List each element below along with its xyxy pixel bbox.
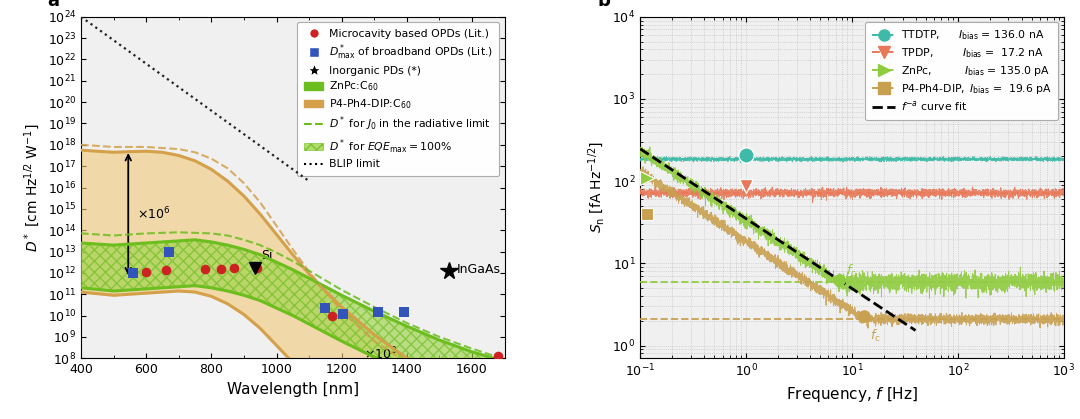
Point	[369, 309, 387, 316]
Point	[323, 312, 340, 319]
Legend: TTDTP,     $\,I_\mathrm{bias}$ = 136.0 nA, TPDP,        $\,I_\mathrm{bias}$ =  1: TTDTP, $\,I_\mathrm{bias}$ = 136.0 nA, T…	[865, 22, 1058, 120]
Text: $\times 10^3$: $\times 10^3$	[364, 346, 397, 362]
Text: $f_\mathrm{c}$: $f_\mathrm{c}$	[847, 263, 858, 279]
Text: b: b	[598, 0, 610, 10]
Point	[197, 265, 214, 272]
Point	[428, 373, 445, 380]
X-axis label: Frequency, $f$ [Hz]: Frequency, $f$ [Hz]	[786, 385, 918, 404]
Text: $\times 10^6$: $\times 10^6$	[137, 206, 171, 222]
Point	[124, 269, 141, 276]
Point	[160, 248, 177, 255]
Point	[213, 265, 230, 272]
Text: $f_\mathrm{c}$: $f_\mathrm{c}$	[870, 328, 881, 344]
Y-axis label: $S_{\mathrm{n}}$ [fA Hz$^{-1/2}$]: $S_{\mathrm{n}}$ [fA Hz$^{-1/2}$]	[586, 142, 607, 233]
Point	[489, 353, 507, 360]
Text: InGaAs: InGaAs	[457, 263, 500, 276]
X-axis label: Wavelength [nm]: Wavelength [nm]	[227, 382, 359, 397]
Point	[395, 309, 413, 316]
Text: a: a	[48, 0, 59, 10]
Point	[137, 269, 154, 275]
Y-axis label: $D^*$ [cm Hz$^{1/2}$ W$^{-1}$]: $D^*$ [cm Hz$^{1/2}$ W$^{-1}$]	[22, 123, 42, 252]
Point	[226, 264, 243, 271]
Point	[157, 266, 174, 273]
Point	[335, 311, 352, 318]
Point	[316, 305, 334, 311]
Legend: Microcavity based OPDs (Lit.), $D^*_{\mathrm{max}}$ of broadband OPDs (Lit.), In: Microcavity based OPDs (Lit.), $D^*_{\ma…	[297, 22, 499, 176]
Point	[248, 264, 266, 271]
Text: Si: Si	[261, 249, 273, 262]
